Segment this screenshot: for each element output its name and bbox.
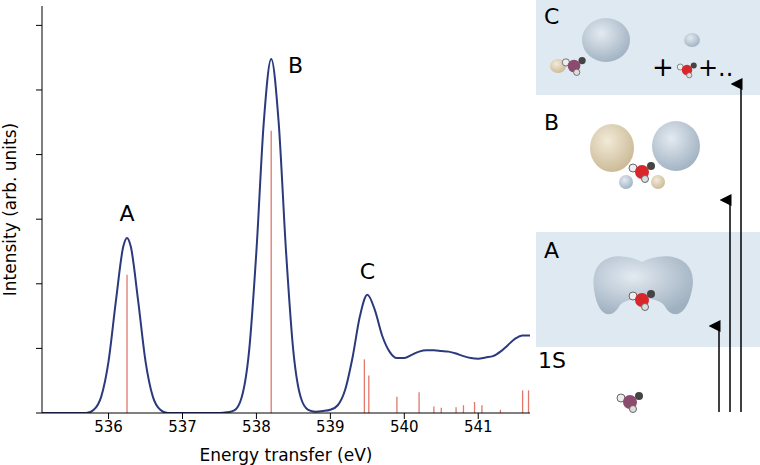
svg-text:537: 537 [168,418,197,436]
svg-text:B: B [288,53,303,78]
svg-text:538: 538 [242,418,271,436]
svg-text:+..: +.. [698,54,733,82]
svg-text:C: C [360,259,375,284]
svg-text:Energy transfer (eV): Energy transfer (eV) [200,445,373,465]
svg-text:1S: 1S [538,348,566,373]
svg-text:541: 541 [464,418,493,436]
svg-text:A: A [119,201,134,226]
svg-text:B: B [544,110,559,135]
svg-text:539: 539 [316,418,345,436]
svg-text:+: + [652,52,674,82]
svg-text:A: A [544,238,559,263]
svg-text:536: 536 [94,418,123,436]
svg-text:Intensity (arb. units): Intensity (arb. units) [0,123,20,296]
svg-text:540: 540 [390,418,419,436]
svg-text:C: C [544,4,559,29]
